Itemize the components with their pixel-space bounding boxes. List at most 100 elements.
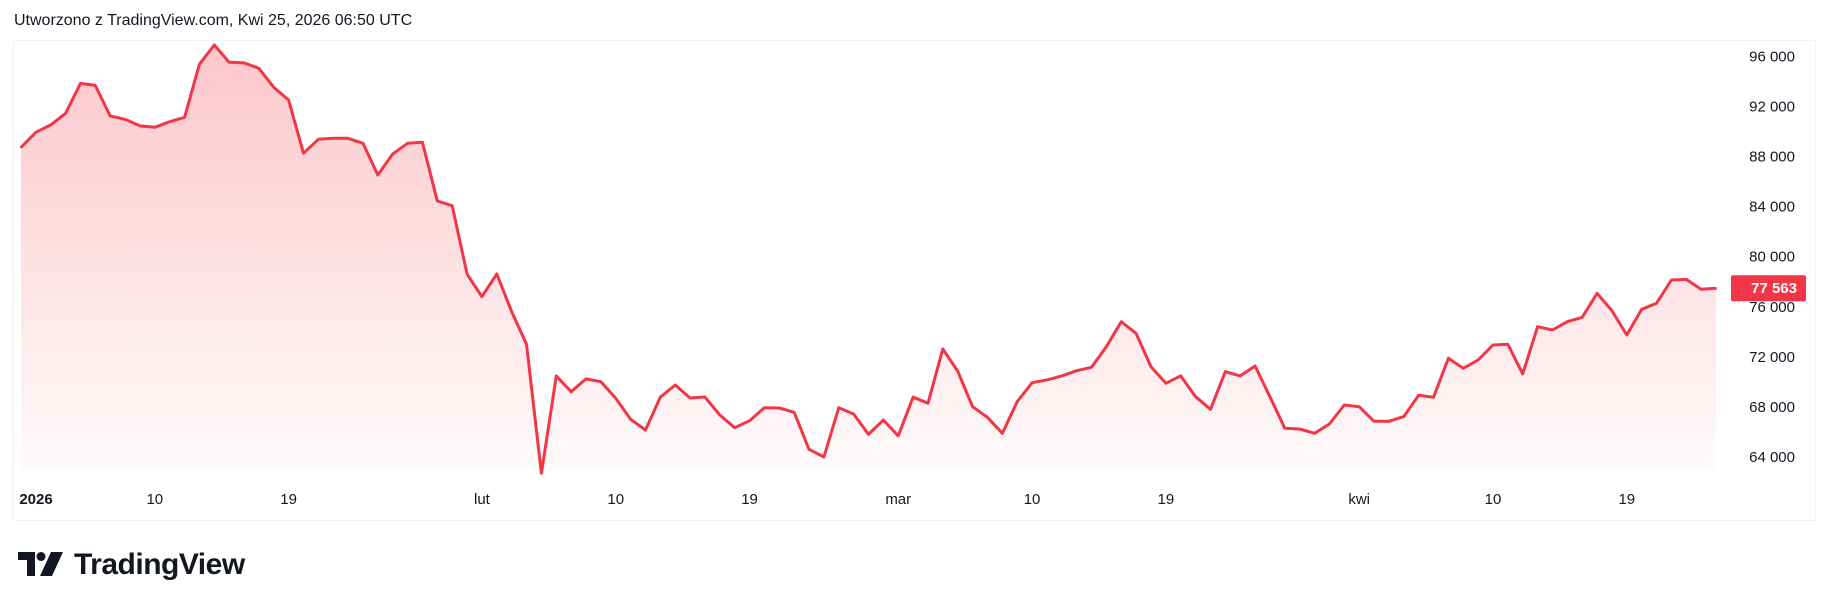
tradingview-logo-text: TradingView [74, 548, 245, 581]
data-point [257, 67, 260, 70]
data-point [272, 86, 275, 89]
data-point [882, 419, 885, 422]
data-point [718, 414, 721, 417]
data-point [1685, 278, 1688, 281]
y-tick-label: 80 000 [1749, 249, 1795, 266]
x-tick-label: 19 [1618, 491, 1635, 508]
data-point [956, 370, 959, 373]
data-point [1328, 423, 1331, 426]
data-point [837, 406, 840, 409]
data-point [599, 380, 602, 383]
data-point [1224, 370, 1227, 373]
chart-title: Utworzono z TradingView.com, Kwi 25, 202… [14, 12, 413, 29]
data-point [1596, 292, 1599, 295]
y-tick-label: 92 000 [1749, 98, 1795, 115]
data-point [941, 348, 944, 351]
data-point [243, 61, 246, 64]
y-tick-label: 88 000 [1749, 148, 1795, 165]
data-point [1075, 369, 1078, 372]
data-point [1105, 345, 1108, 348]
data-point [986, 416, 989, 419]
tradingview-logo[interactable]: TradingView [18, 548, 245, 582]
data-point [213, 44, 216, 47]
data-point [1536, 325, 1539, 328]
data-point [1120, 320, 1123, 323]
data-point [1194, 395, 1197, 398]
x-tick-label: 19 [741, 491, 758, 508]
data-point [1402, 415, 1405, 418]
data-point [1655, 302, 1658, 305]
data-point [1343, 403, 1346, 406]
data-point [674, 383, 677, 386]
data-point [198, 63, 201, 66]
data-point [168, 120, 171, 123]
data-point [332, 137, 335, 140]
data-point [406, 142, 409, 145]
data-point [109, 115, 112, 118]
y-tick-label: 76 000 [1749, 299, 1795, 316]
last-price-label-text: 77 563 [1751, 280, 1797, 297]
x-tick-label: mar [885, 491, 911, 508]
data-point [1477, 359, 1480, 362]
data-point [361, 142, 364, 145]
data-point [183, 116, 186, 119]
data-point [1031, 381, 1034, 384]
data-point [525, 343, 528, 346]
data-point [1268, 395, 1271, 398]
data-point [793, 411, 796, 414]
data-point [64, 112, 67, 115]
data-point [466, 273, 469, 276]
data-point [20, 146, 22, 149]
x-tick-label: 10 [146, 491, 163, 508]
data-point [1239, 374, 1242, 377]
y-tick-label: 68 000 [1749, 399, 1795, 416]
data-point [317, 138, 320, 141]
data-point [1283, 427, 1286, 430]
data-point [644, 429, 647, 432]
data-point [822, 455, 825, 458]
data-point [1090, 366, 1093, 369]
data-point [703, 395, 706, 398]
data-point [1150, 365, 1152, 368]
data-point [1016, 400, 1019, 403]
data-point [302, 152, 305, 155]
data-point [1581, 316, 1584, 319]
data-point [540, 472, 543, 475]
data-point [852, 413, 855, 416]
data-point [1640, 308, 1643, 311]
tradingview-logo-icon [18, 552, 63, 576]
y-axis[interactable]: 96 000 92 000 88 000 84 000 80 000 76 000 72 0… [1749, 48, 1795, 466]
data-point [510, 310, 513, 313]
data-point [34, 131, 37, 134]
data-point [49, 123, 52, 126]
data-point [1298, 428, 1301, 431]
data-point [79, 82, 82, 85]
x-tick-label: 2026 [19, 491, 52, 508]
x-tick-label: lut [474, 491, 491, 508]
data-point [733, 426, 736, 429]
data-point [138, 124, 141, 127]
data-point [897, 434, 900, 437]
data-point [778, 407, 781, 409]
data-point [124, 118, 127, 121]
data-point [1001, 432, 1004, 435]
x-axis[interactable]: 2026 10 19 lut 10 19 mar 10 19 kwi 10 19 [19, 491, 1635, 508]
y-tick-label: 72 000 [1749, 349, 1795, 366]
data-point [376, 174, 379, 177]
data-point [1432, 396, 1435, 399]
data-point [1358, 405, 1361, 408]
y-tick-label: 96 000 [1749, 48, 1795, 65]
data-point [347, 137, 350, 140]
x-tick-label: 10 [607, 491, 624, 508]
data-point [926, 402, 929, 405]
data-point [287, 99, 290, 102]
data-point [1254, 365, 1257, 368]
data-point [1313, 432, 1316, 435]
data-point [1417, 394, 1420, 397]
price-line-layer [19, 43, 1717, 475]
data-point [1373, 420, 1376, 423]
data-point [1551, 328, 1554, 331]
data-point [1164, 382, 1167, 385]
data-point [228, 61, 231, 64]
